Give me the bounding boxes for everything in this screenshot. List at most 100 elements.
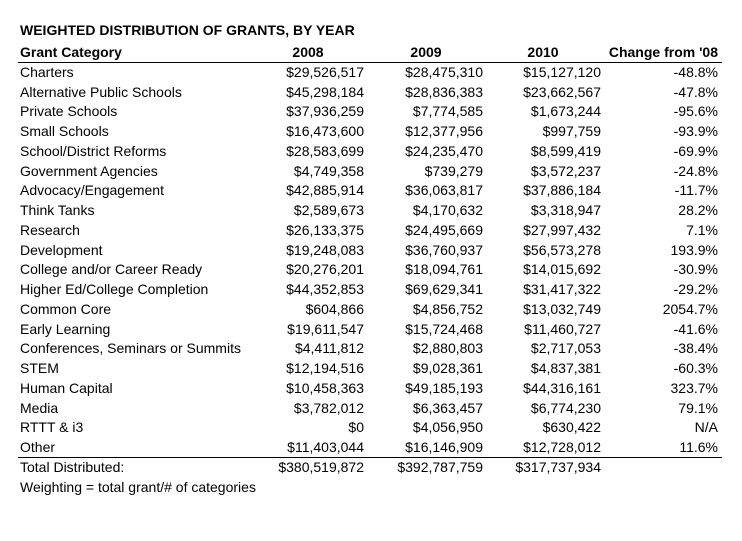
value-cell: $11,460,727 xyxy=(524,320,601,337)
value-cell: -93.9% xyxy=(673,123,718,140)
value-cell: $24,235,470 xyxy=(405,142,483,159)
category-cell: Think Tanks xyxy=(20,202,95,219)
value-cell: -69.9% xyxy=(673,142,718,159)
header-cell: Change from '08 xyxy=(608,44,718,60)
value-cell: 323.7% xyxy=(670,379,718,396)
value-cell: $1,673,244 xyxy=(530,103,601,120)
value-cell: $2,880,803 xyxy=(412,340,483,357)
value-cell: $2,717,053 xyxy=(530,340,601,357)
total-cell: Total Distributed: xyxy=(20,458,125,475)
value-cell: $28,836,383 xyxy=(405,83,483,100)
category-cell: Conferences, Seminars or Summits xyxy=(20,340,241,357)
category-cell: Development xyxy=(20,241,103,258)
value-cell: -30.9% xyxy=(673,261,718,278)
value-cell: $49,185,193 xyxy=(405,379,483,396)
value-cell: $36,760,937 xyxy=(405,241,483,258)
value-cell: $10,458,363 xyxy=(286,379,364,396)
category-cell: College and/or Career Ready xyxy=(20,261,203,278)
category-cell: Media xyxy=(20,399,59,416)
category-cell: Advocacy/Engagement xyxy=(20,182,164,199)
value-cell: $44,352,853 xyxy=(286,281,364,298)
value-cell: $12,194,516 xyxy=(286,360,364,377)
value-cell: $26,133,375 xyxy=(286,221,364,238)
value-cell: 28.2% xyxy=(678,202,718,219)
value-cell: $56,573,278 xyxy=(523,241,601,258)
value-cell: $15,127,120 xyxy=(523,64,601,80)
value-cell: -41.6% xyxy=(673,320,718,337)
value-cell: 193.9% xyxy=(670,241,718,258)
value-cell: $44,316,161 xyxy=(523,379,601,396)
value-cell: $4,856,752 xyxy=(412,300,483,317)
value-cell: $3,572,237 xyxy=(530,162,601,179)
value-cell: $7,774,585 xyxy=(412,103,483,120)
value-cell: $28,475,310 xyxy=(405,64,483,80)
value-cell: $630,422 xyxy=(542,419,601,436)
value-cell: $23,662,567 xyxy=(523,83,601,100)
value-cell: 11.6% xyxy=(679,439,718,456)
value-cell: -38.4% xyxy=(673,340,718,357)
value-cell: $8,599,419 xyxy=(530,142,601,159)
footnote: Weighting = total grant/# of categories xyxy=(20,478,256,495)
header-cell: 2009 xyxy=(410,44,442,60)
value-cell: $4,411,812 xyxy=(294,340,364,357)
value-cell: 2054.7% xyxy=(662,300,718,317)
value-cell: $739,279 xyxy=(424,162,483,179)
value-cell: $28,583,699 xyxy=(286,142,364,159)
header-rule xyxy=(18,62,722,63)
header-cell: 2010 xyxy=(527,44,559,60)
value-cell: $42,885,914 xyxy=(286,182,364,199)
value-cell: $14,015,692 xyxy=(523,261,601,278)
value-cell: $0 xyxy=(348,419,364,436)
value-cell: $20,276,201 xyxy=(286,261,364,278)
value-cell: $24,495,669 xyxy=(405,221,483,238)
value-cell: $18,094,761 xyxy=(405,261,483,278)
value-cell: $12,377,956 xyxy=(405,123,483,140)
value-cell: $6,363,457 xyxy=(412,399,483,416)
value-cell: $11,403,044 xyxy=(287,439,364,456)
category-cell: RTTT & i3 xyxy=(20,419,84,436)
value-cell: $9,028,361 xyxy=(412,360,483,377)
value-cell: -47.8% xyxy=(673,83,718,100)
total-cell: $392,787,759 xyxy=(397,458,483,475)
value-cell: $29,526,517 xyxy=(286,64,364,80)
category-cell: STEM xyxy=(20,360,59,377)
value-cell: $3,318,947 xyxy=(530,202,601,219)
value-cell: -95.6% xyxy=(673,103,718,120)
total-cell: $317,737,934 xyxy=(515,458,601,475)
value-cell: $16,146,909 xyxy=(405,439,483,456)
value-cell: $3,782,012 xyxy=(293,399,364,416)
value-cell: $37,936,259 xyxy=(286,103,364,120)
value-cell: $4,056,950 xyxy=(412,419,483,436)
value-cell: -29.2% xyxy=(673,281,718,298)
value-cell: -11.7% xyxy=(674,182,718,199)
category-cell: Research xyxy=(20,221,80,238)
value-cell: -48.8% xyxy=(673,64,718,80)
value-cell: $13,032,749 xyxy=(523,300,601,317)
title: WEIGHTED DISTRIBUTION OF GRANTS, BY YEAR xyxy=(20,22,355,38)
value-cell: $2,589,673 xyxy=(293,202,364,219)
category-cell: Human Capital xyxy=(20,379,113,396)
category-cell: Charters xyxy=(20,64,74,80)
category-cell: Government Agencies xyxy=(20,162,158,179)
value-cell: $6,774,230 xyxy=(530,399,601,416)
value-cell: $4,170,632 xyxy=(412,202,483,219)
category-cell: Common Core xyxy=(20,300,112,317)
value-cell: $45,298,184 xyxy=(286,83,364,100)
category-cell: Alternative Public Schools xyxy=(20,83,182,100)
value-cell: $997,759 xyxy=(542,123,601,140)
value-cell: $19,248,083 xyxy=(286,241,364,258)
category-cell: Early Learning xyxy=(20,320,111,337)
total-cell: $380,519,872 xyxy=(278,458,364,475)
category-cell: School/District Reforms xyxy=(20,142,167,159)
category-cell: Other xyxy=(20,439,56,456)
category-cell: Private Schools xyxy=(20,103,118,120)
value-cell: $15,724,468 xyxy=(405,320,483,337)
category-cell: Higher Ed/College Completion xyxy=(20,281,209,298)
header-cell: 2008 xyxy=(292,44,324,60)
value-cell: $19,611,547 xyxy=(287,320,364,337)
value-cell: 7.1% xyxy=(686,221,718,238)
value-cell: $4,837,381 xyxy=(530,360,601,377)
total-rule xyxy=(18,457,722,458)
value-cell: $27,997,432 xyxy=(523,221,601,238)
